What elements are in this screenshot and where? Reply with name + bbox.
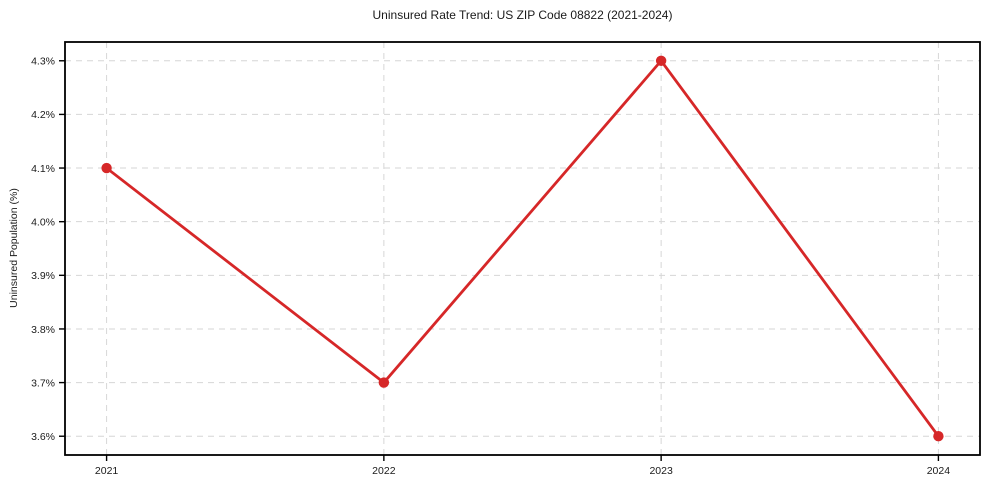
chart-title: Uninsured Rate Trend: US ZIP Code 08822 … [372,8,673,22]
y-tick-label: 4.3% [31,56,55,68]
y-tick-label: 4.1% [31,163,55,175]
x-tick-label: 2024 [927,465,951,477]
plot-frame [64,41,981,456]
y-tick-label: 3.9% [31,270,55,282]
data-point [378,377,390,388]
y-tick-label: 3.7% [31,377,55,389]
data-point [933,431,944,442]
data-point [101,162,112,174]
x-tick-label: 2023 [649,465,673,477]
y-tick-label: 4.2% [31,109,55,121]
x-tick-label: 2022 [372,465,396,477]
data-line [105,59,940,438]
y-tick-label: 3.6% [31,431,55,443]
y-tick-label: 4.0% [31,216,55,228]
x-tick-label: 2021 [95,465,119,477]
y-tick-label: 3.8% [31,324,55,336]
data-point [655,55,667,66]
